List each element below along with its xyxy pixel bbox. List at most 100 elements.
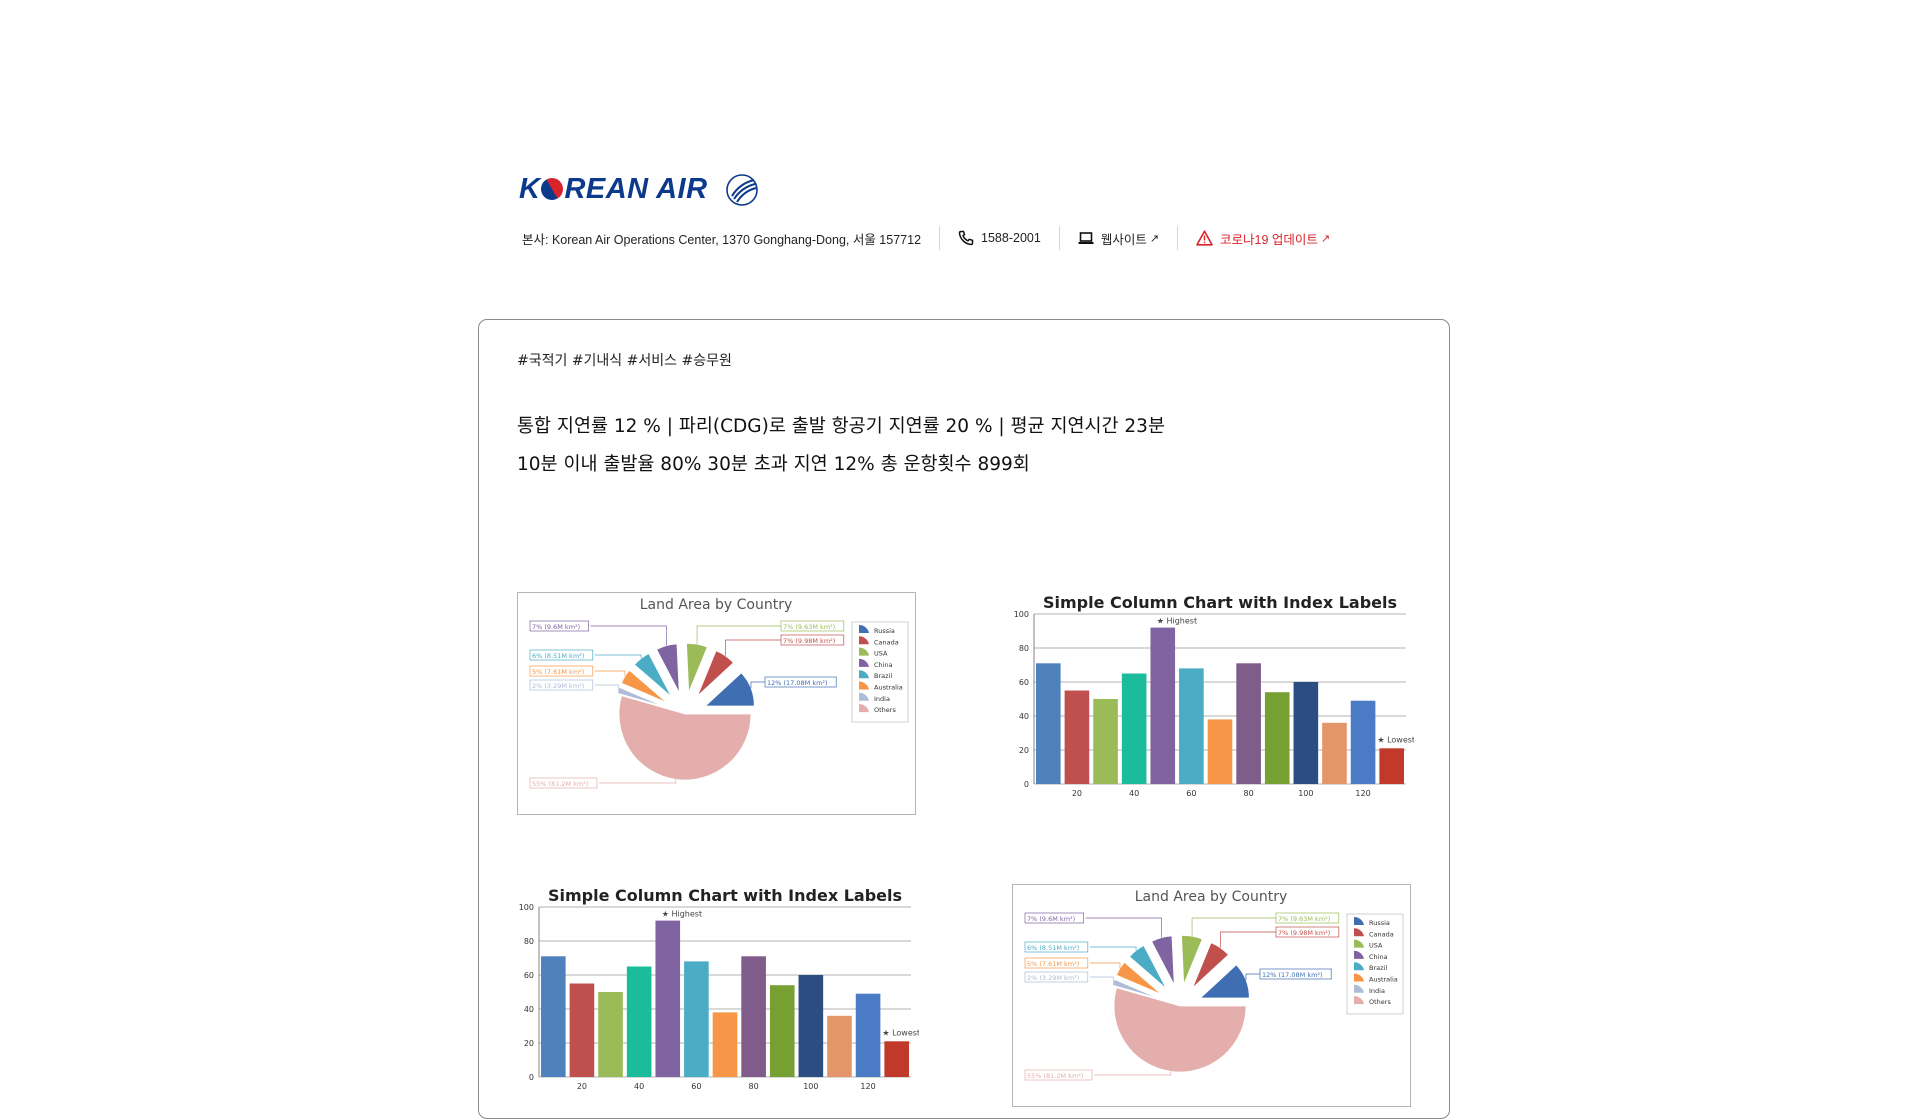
legend-label: Others [1369,998,1391,1006]
x-tick-label: 100 [1298,789,1313,798]
pie-chart-land-area-2: Land Area by Country 12% (17.08M km²) 7% (… [1012,884,1411,1107]
pie-label-connector [594,670,626,677]
x-tick-label: 60 [691,1082,701,1091]
legend-label: Others [874,706,896,714]
pie-slice-label: 55% (81.2M km²) [1027,1072,1083,1080]
pie-label-box [1024,941,1089,953]
x-tick-label: 120 [860,1082,875,1091]
legend-label: USA [1369,942,1383,950]
pie-label-connector [696,625,781,645]
legend-swatch [1354,984,1364,993]
bar [684,961,709,1077]
pie-slice-label: 12% (17.08M km²) [767,679,828,687]
bar [712,1012,738,1077]
column-chart-2: Simple Column Chart with Index Labels 0 20… [509,885,920,1100]
pie-label-connector [594,654,642,659]
bar [1207,719,1233,784]
bar-index-label: ★ Highest [662,910,702,919]
laptop-icon [1078,231,1094,244]
pie-label-connector [1089,962,1121,969]
x-tick-label: 40 [634,1082,644,1091]
phone[interactable]: 1588-2001 [940,230,1059,246]
pie-label-connector [590,625,667,646]
delay-summary-line-1: 통합 지연률 12 % | 파리(CDG)로 출발 항공기 지연률 20 % |… [517,416,1165,437]
chart-title: Land Area by Country [640,597,793,613]
bar [1236,663,1261,784]
x-tick-label: 40 [1129,789,1139,798]
legend-label: Canada [1369,930,1394,938]
bar [1379,748,1404,784]
pie-slice [633,652,672,698]
x-tick-label: 120 [1355,789,1370,798]
legend-label: Canada [874,638,899,646]
pie-label-connector [1245,973,1260,981]
pie-label-box [780,620,845,632]
y-tick-label: 20 [1019,746,1029,755]
legend-label: India [1369,987,1385,995]
pie-label-box [1259,968,1332,980]
legend-label: Brazil [874,672,892,680]
skyteam-icon [725,174,758,206]
pie-label-box [1024,912,1084,924]
bar [569,983,595,1077]
pie-label-box [1024,957,1089,969]
pie-slice-label: 6% (8.51M km²) [532,652,584,660]
bar [1036,663,1061,784]
legend-swatch [1354,973,1364,982]
pie-slice [1128,944,1167,990]
pie-slice-label: 2% (3.29M km²) [1027,974,1079,982]
legend-swatch [859,636,869,645]
column-chart-svg: Simple Column Chart with Index Labels 0 20… [519,886,920,1091]
pie-label-connector [1220,931,1276,948]
bar [655,920,681,1077]
x-tick-label: 60 [1186,789,1196,798]
legend-label: Australia [874,684,903,692]
bar [1264,692,1290,784]
legend-swatch [859,670,869,679]
website-link[interactable]: 웹사이트 ↗ [1060,229,1177,248]
pie-slice [656,643,680,693]
y-tick-label: 80 [524,937,534,946]
column-chart-1: Simple Column Chart with Index Labels 0 20… [1004,592,1415,807]
taegeuk-icon [537,173,568,205]
bar [769,985,795,1077]
y-tick-label: 60 [524,971,534,980]
pie-slice-label: 7% (9.63M km²) [783,623,835,631]
legend-label: China [1369,953,1388,961]
pie-slice-label: 7% (9.98M km²) [1278,929,1330,937]
covid-update-link[interactable]: 코로나19 업데이트 ↗ [1178,229,1348,248]
pie-label-connector [1089,946,1137,951]
legend-swatch [859,647,869,656]
bar [855,993,881,1077]
pie-label-connector [725,639,781,656]
website-anchor[interactable]: 웹사이트 ↗ [1078,229,1159,248]
bar [1121,673,1147,784]
chart-title: Simple Column Chart with Index Labels [1043,593,1397,612]
legend-label: Australia [1369,976,1398,984]
legend-label: Brazil [1369,964,1387,972]
covid-anchor[interactable]: 코로나19 업데이트 ↗ [1196,229,1330,248]
pie-label-connector [750,681,765,689]
legend-label: Russia [1369,919,1390,927]
bar [541,956,566,1077]
address-text: 본사: Korean Air Operations Center, 1370 G… [522,232,922,247]
legend-swatch [1354,996,1364,1005]
bar [1093,699,1118,784]
phone-number: 1588-2001 [981,231,1041,245]
phone-icon [958,230,974,246]
divider [1058,226,1060,250]
legend-swatch [859,692,869,701]
y-tick-label: 20 [524,1039,534,1048]
bar [827,1015,852,1077]
pie-slice-label: 7% (9.6M km²) [1027,915,1075,923]
pie-slice-label: 12% (17.08M km²) [1262,971,1323,979]
pie-label-box [529,665,594,677]
pie-label-connector [594,684,619,691]
pie-chart-land-area-1: Land Area by Country 12% (17.08M km²) 7% (… [517,592,916,815]
x-tick-label: 20 [577,1082,587,1091]
pie-chart-svg: Land Area by Country 12% (17.08M km²) 7% (… [517,592,916,815]
delay-summary-line-2: 10분 이내 출발율 80% 30분 초과 지연 12% 총 운항횟수 899회 [517,454,1030,475]
column-chart-svg: Simple Column Chart with Index Labels 0 20… [1014,593,1415,798]
pie-label-connector [1089,976,1114,983]
korean-air-logo[interactable]: K REAN AIR [519,168,760,210]
